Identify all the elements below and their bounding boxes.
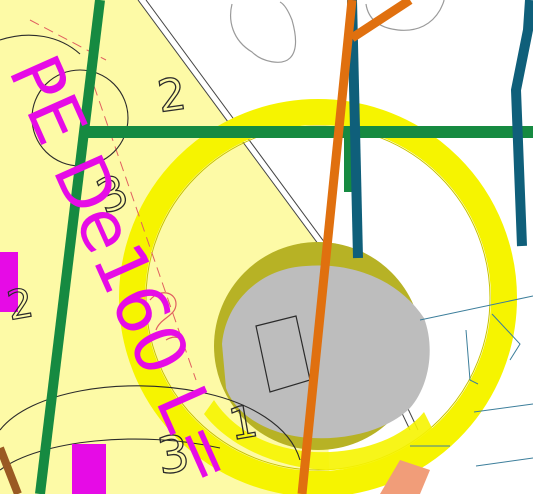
blue-line-1 [419,295,533,321]
blue-line-3 [491,313,521,361]
salmon-fragment [380,460,430,494]
red-annotation [149,292,185,351]
gray-core [222,265,430,439]
pipe-teal-left [347,0,363,259]
pipe-teal-right [510,0,533,247]
blue-line-4 [473,403,533,413]
contour-arc-top [0,34,81,55]
blue-line-5 [475,457,533,467]
magenta-block-bottom [72,444,106,494]
brown-fragment [0,446,22,494]
pipe-orange-main [297,0,357,494]
contour-top-left [230,1,297,63]
contour-arc-left [0,385,301,461]
contour-arc-left-2 [0,438,221,471]
pipe-green-vertical [35,0,105,494]
inner-yellow-band [204,400,432,470]
blue-line-2 [465,329,479,385]
buffer-ring-outer [119,99,517,494]
pipe-orange-branch [349,0,413,42]
magenta-block-left [0,252,18,312]
